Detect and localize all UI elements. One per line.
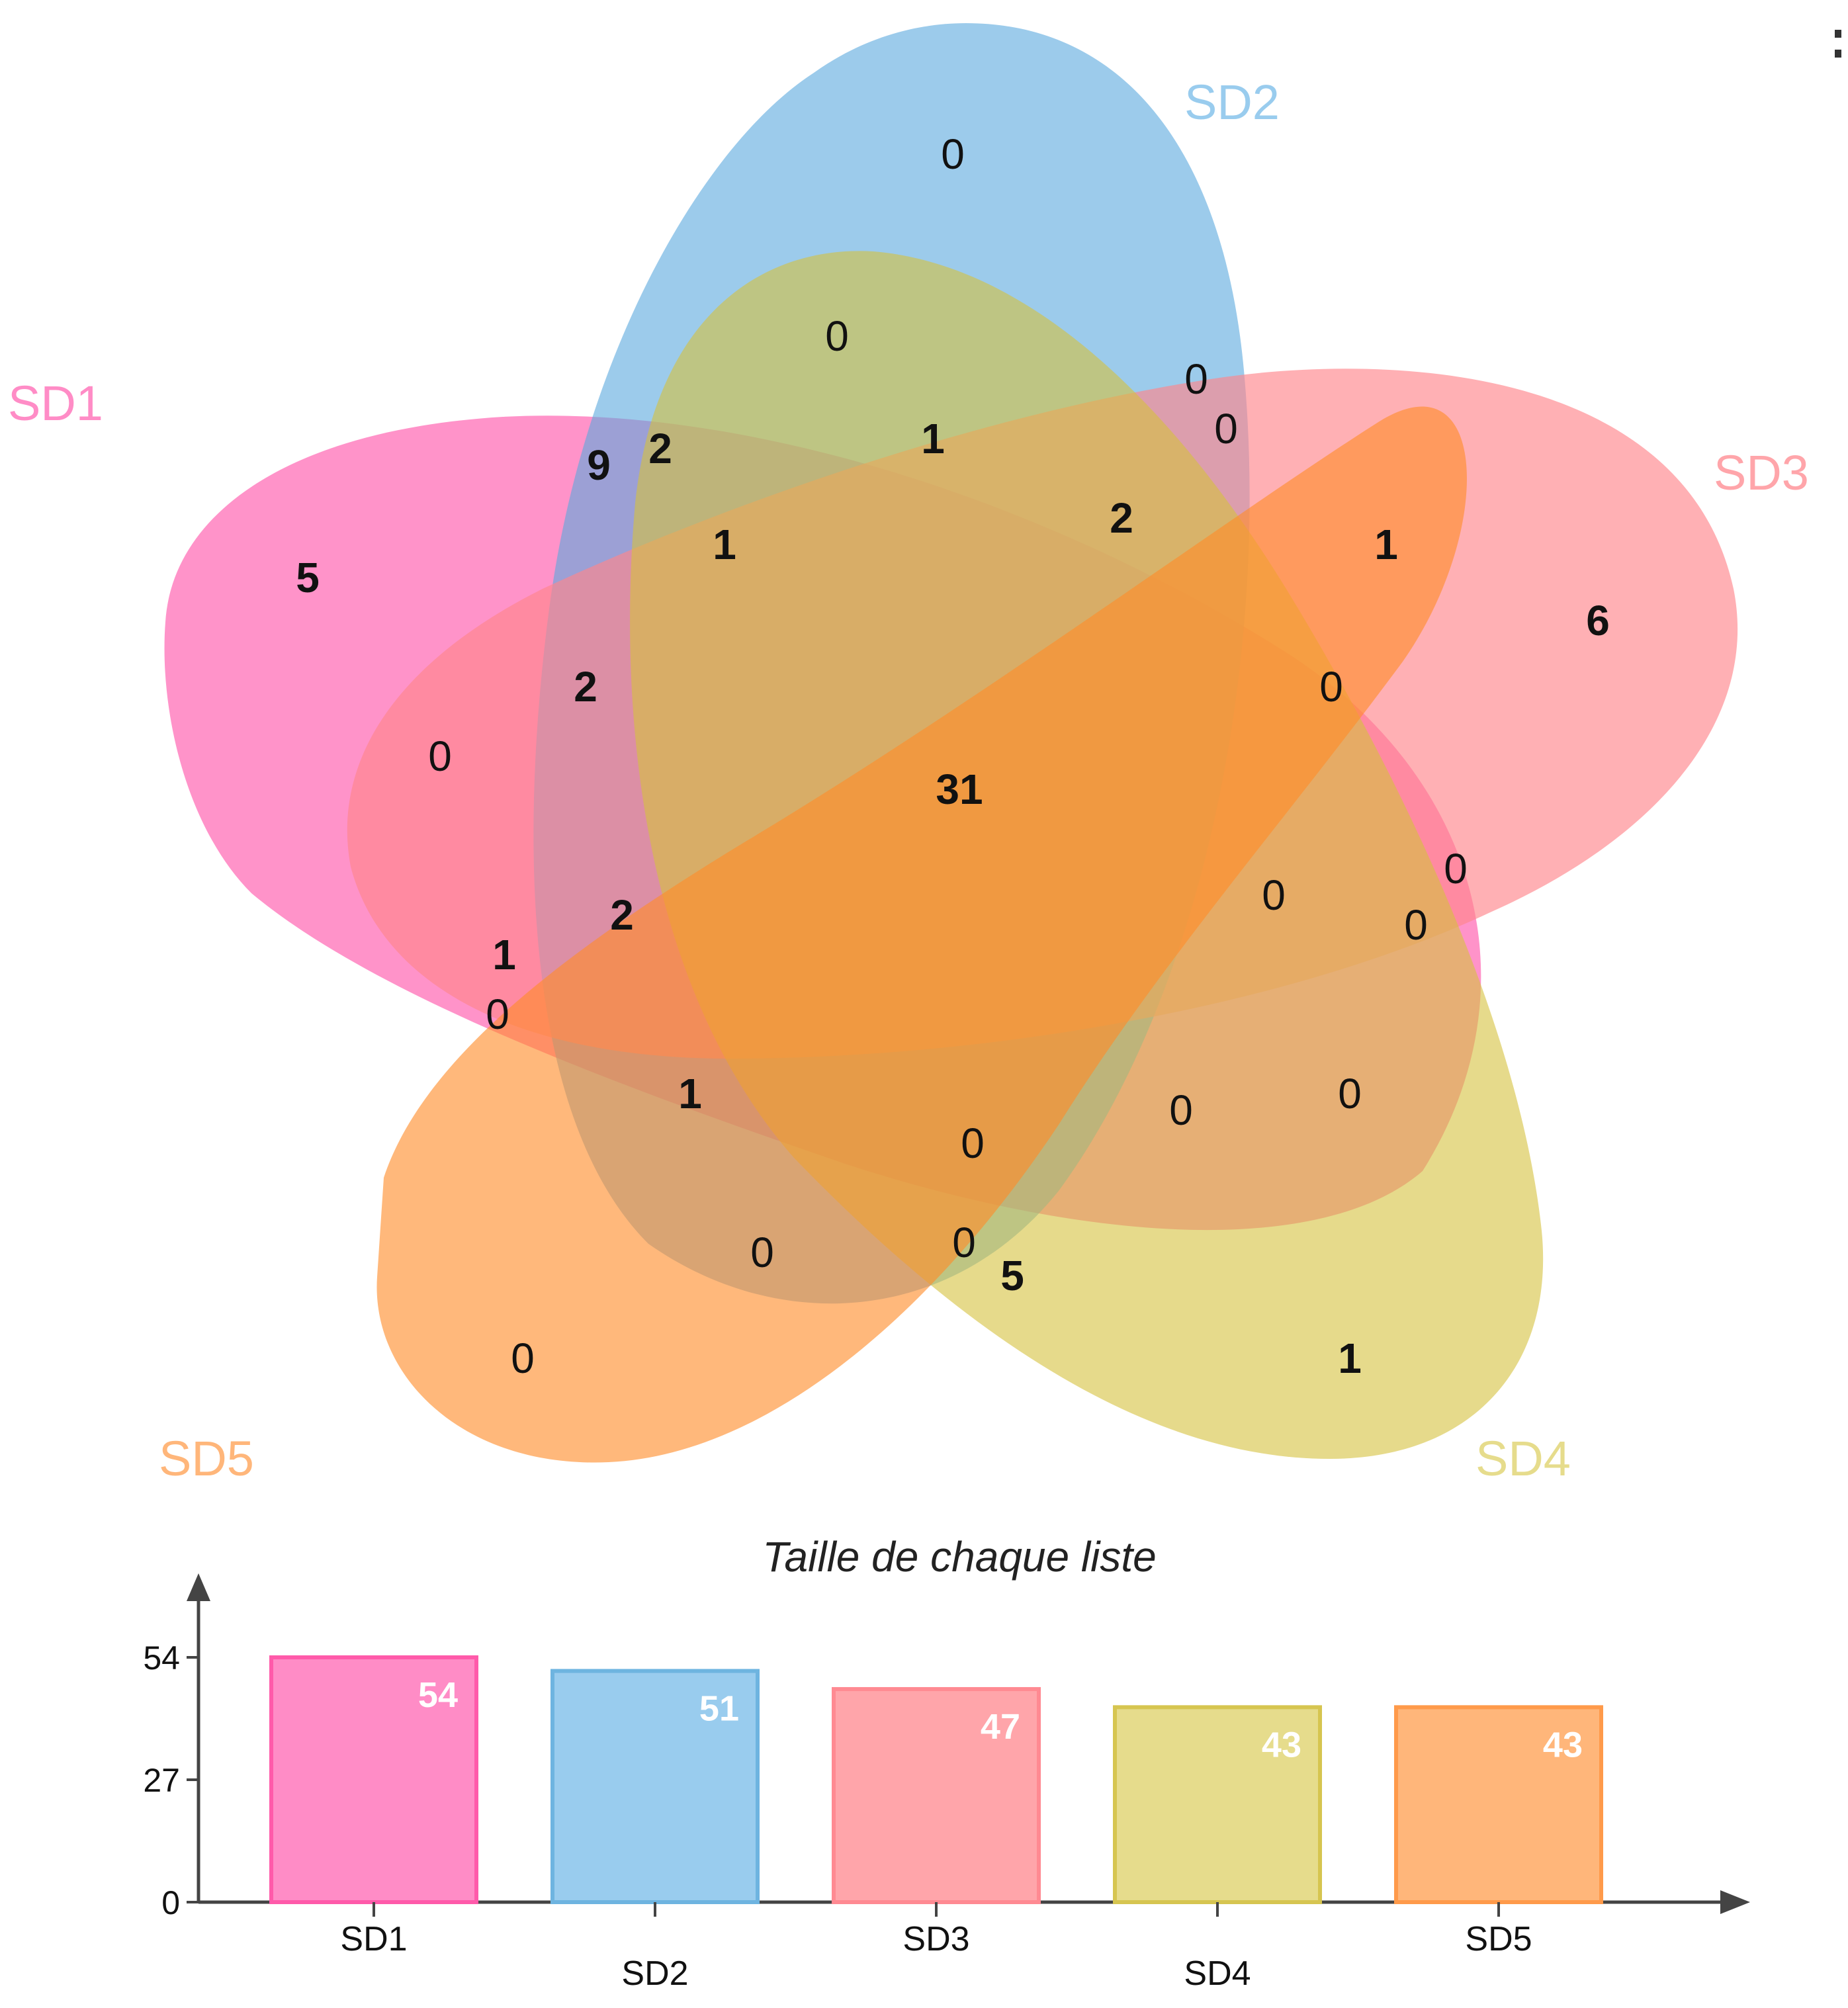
bar-sd2	[550, 1669, 760, 1905]
region-count-all: 31	[936, 765, 983, 813]
set-label-sd4: SD4	[1475, 1431, 1571, 1486]
region-count-sd5-only: 0	[511, 1334, 535, 1382]
petal-sd5	[376, 406, 1468, 1463]
x-axis-arrow	[1720, 1890, 1750, 1914]
y-tick-label: 0	[161, 1884, 180, 1921]
region-count-sd2-only: 0	[941, 130, 965, 178]
region-count-sd4-only: 1	[1338, 1334, 1362, 1382]
bar-chart-title: Taille de chaque liste	[762, 1533, 1156, 1581]
region-count-sd1-sd2-sd3-sd4: 0	[952, 1219, 976, 1266]
venn-diagram	[164, 23, 1738, 1463]
bar-value-label: 43	[1262, 1725, 1301, 1765]
region-count-sd2-sd3-sd4: 0	[1214, 405, 1238, 453]
x-category-label: SD4	[1184, 1954, 1251, 1993]
y-ticks: 0 27 54	[143, 1639, 198, 1921]
region-count-sd4-sd5: 0	[1169, 1086, 1193, 1134]
y-axis-arrow	[187, 1573, 210, 1601]
region-count-sd2-sd3: 0	[1184, 355, 1208, 403]
region-count-sd1-sd3-sd4-sd5: 0	[1262, 871, 1286, 919]
region-count-sd3-sd4-sd5: 0	[1404, 901, 1428, 949]
bar-sd3	[832, 1686, 1041, 1904]
region-count-sd1-sd2: 9	[587, 441, 611, 489]
region-count-sd1-sd5: 0	[428, 732, 452, 780]
region-count-sd2-sd3-sd5: 0	[1319, 663, 1343, 711]
bar-value-label: 51	[699, 1689, 739, 1729]
y-tick-label: 54	[143, 1639, 180, 1677]
x-category-label: SD2	[621, 1954, 688, 1993]
set-labels: SD1 SD2 SD3 SD4 SD5	[8, 75, 1809, 1486]
region-count-sd2-sd4: 0	[825, 312, 849, 360]
x-category-label: SD3	[902, 1920, 969, 1958]
set-label-sd1: SD1	[8, 376, 103, 431]
region-count-sd3-sd4: 0	[1444, 845, 1468, 893]
region-count-sd1-sd4-sd5: 0	[486, 990, 509, 1038]
region-count-sd3-only: 6	[1586, 597, 1610, 644]
region-count-sd1-sd4: 1	[492, 931, 516, 979]
region-count-sd1-sd3-sd5-b: 5	[1000, 1252, 1024, 1299]
region-count-sd1-sd2-sd4: 2	[648, 425, 672, 472]
y-tick-label: 27	[143, 1762, 180, 1799]
bars: 54 51 47 43 43	[269, 1655, 1603, 1905]
set-label-sd5: SD5	[159, 1431, 254, 1486]
bar-value-label: 43	[1543, 1725, 1583, 1765]
region-count-sd1-sd3: 1	[678, 1070, 702, 1117]
more-options-icon[interactable]	[1835, 30, 1841, 58]
bar-value-label: 47	[981, 1707, 1020, 1747]
region-count-sd1-sd2-sd5: 2	[574, 663, 597, 711]
set-label-sd3: SD3	[1714, 445, 1809, 500]
bar-sd1	[269, 1655, 478, 1904]
x-labels: SD1 SD2 SD3 SD4 SD5	[340, 1902, 1532, 1993]
bar-value-label: 54	[418, 1675, 458, 1715]
region-count-sd1-sd3-sd4: 0	[1338, 1070, 1362, 1117]
region-count-sd3-sd5: 1	[1374, 521, 1398, 568]
x-category-label: SD1	[340, 1920, 407, 1958]
region-count-sd1-sd2-sd3: 0	[750, 1229, 774, 1276]
region-count-sd2-sd3-sd4-sd5: 2	[1110, 494, 1133, 542]
set-label-sd2: SD2	[1184, 75, 1280, 130]
region-count-sd1-sd2-sd4-sd5: 1	[713, 521, 736, 568]
region-count-sd2-sd4-sd5: 1	[921, 415, 945, 462]
x-category-label: SD5	[1465, 1920, 1532, 1958]
region-count-sd1-sd3-sd5: 0	[961, 1119, 985, 1167]
region-counts: 31 5 0 6 1 0 0 0 0 1 9 2 1 2 1 0 2 0 2 0…	[296, 130, 1610, 1382]
region-count-sd1-sd2-sd3-sd5: 2	[610, 891, 634, 939]
region-count-sd1-only: 5	[296, 554, 320, 601]
